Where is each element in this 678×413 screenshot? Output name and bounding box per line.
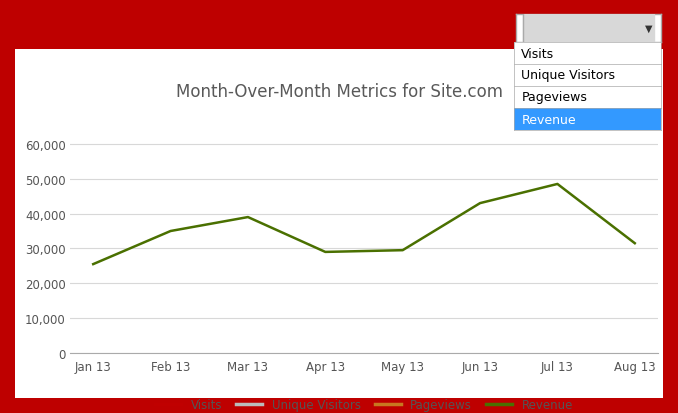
Text: ▼: ▼ xyxy=(645,24,652,34)
Text: Month-Over-Month Metrics for Site.com: Month-Over-Month Metrics for Site.com xyxy=(176,83,502,101)
Text: Visits: Visits xyxy=(521,47,555,60)
Text: Pageviews: Pageviews xyxy=(521,91,587,104)
Text: Revenue: Revenue xyxy=(521,113,576,126)
Text: Unique Visitors: Unique Visitors xyxy=(521,69,616,82)
Legend: Visits, Unique Visitors, Pageviews, Revenue: Visits, Unique Visitors, Pageviews, Reve… xyxy=(151,393,578,413)
Text: Revenue: Revenue xyxy=(523,22,578,36)
